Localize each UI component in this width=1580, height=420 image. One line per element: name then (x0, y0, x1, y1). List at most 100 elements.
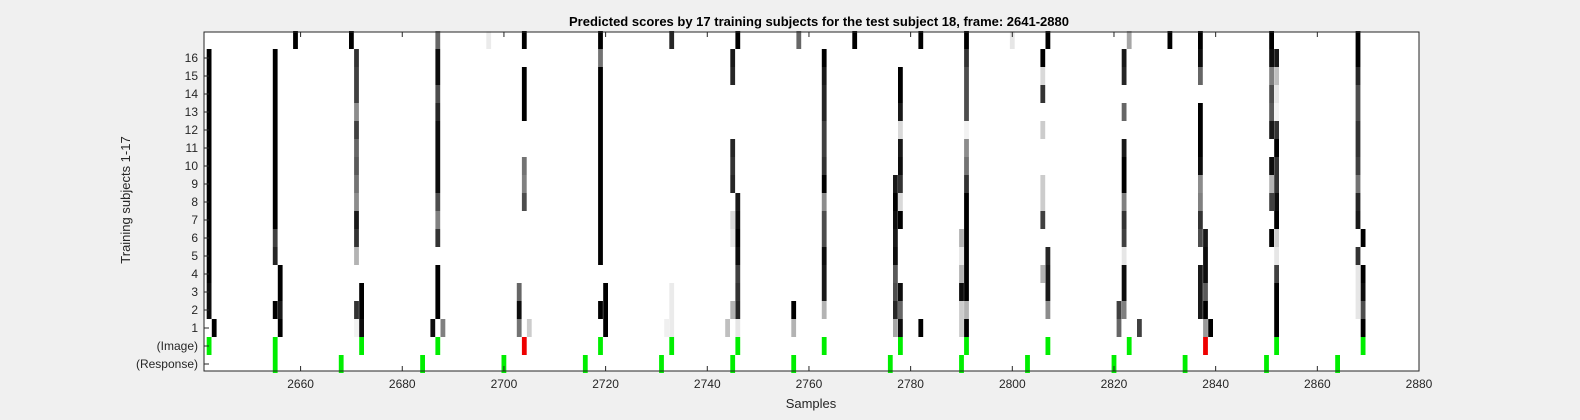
score-cell (206, 193, 212, 211)
image-event-marker (435, 337, 441, 355)
score-cell (1274, 49, 1279, 67)
score-cell (1274, 175, 1279, 193)
score-cell (821, 67, 827, 85)
score-cell (272, 301, 278, 319)
score-cell (1198, 139, 1203, 157)
score-cell (898, 67, 903, 85)
score-cell (821, 157, 827, 175)
score-cell (435, 211, 441, 229)
score-cell (354, 301, 359, 319)
score-cell (1269, 301, 1274, 319)
score-cell (893, 283, 898, 301)
score-cell (898, 157, 903, 175)
score-cell (206, 139, 212, 157)
score-cell (791, 301, 797, 319)
score-cell (598, 139, 603, 157)
score-cell (1121, 301, 1127, 319)
y-tick-label: 8 (191, 195, 198, 209)
score-cell (1355, 211, 1361, 229)
score-cell (1198, 31, 1203, 49)
score-cell (598, 67, 603, 85)
score-cell (1274, 283, 1279, 301)
score-cells (206, 31, 1366, 337)
score-cell (821, 139, 827, 157)
score-cell (898, 265, 903, 283)
response-event-marker (730, 355, 736, 373)
score-cell (1045, 247, 1051, 265)
score-cell (964, 301, 969, 319)
score-cell (516, 319, 522, 337)
score-cell (1121, 67, 1127, 85)
image-event-marker (1045, 337, 1051, 355)
score-cell (1198, 247, 1203, 265)
score-cell (1137, 319, 1142, 337)
score-cell (1040, 49, 1046, 67)
score-cell (669, 319, 675, 337)
response-event-marker (1025, 355, 1030, 373)
score-cell (598, 319, 603, 337)
response-event-marker (1111, 355, 1117, 373)
score-cell (1198, 157, 1203, 175)
score-cell (1040, 283, 1046, 301)
x-tick-label: 2760 (796, 377, 823, 391)
score-cell (272, 283, 278, 301)
score-cell (521, 283, 527, 301)
y-tick-label: 3 (191, 285, 198, 299)
response-event-marker (959, 355, 964, 373)
score-cell (1121, 193, 1127, 211)
score-cell (959, 229, 964, 247)
score-cell (272, 175, 278, 193)
score-cell (964, 319, 969, 337)
score-cell (1040, 121, 1046, 139)
response-event-marker (1264, 355, 1269, 373)
y-tick-label: 9 (191, 177, 198, 191)
score-cell (1121, 157, 1127, 175)
score-cell (893, 265, 898, 283)
score-cell (277, 301, 283, 319)
y-tick-label: 14 (185, 87, 199, 101)
score-cell (821, 211, 827, 229)
score-cell (1355, 193, 1361, 211)
score-cell (730, 175, 736, 193)
response-event-marker (1182, 355, 1188, 373)
score-cell (1360, 265, 1366, 283)
score-cell (964, 265, 969, 283)
score-cell (521, 31, 527, 49)
score-cell (735, 265, 741, 283)
score-cell (435, 157, 441, 175)
score-cell (1274, 247, 1279, 265)
score-cell (1269, 211, 1274, 229)
image-event-marker (206, 337, 212, 355)
score-cell (435, 247, 441, 265)
y-tick-label: 7 (191, 213, 198, 227)
y-tick-label: 15 (185, 69, 199, 83)
score-cell (206, 157, 212, 175)
score-cell (272, 193, 278, 211)
score-cell (1121, 49, 1127, 67)
score-cell (1198, 265, 1203, 283)
score-cell (354, 211, 359, 229)
score-cell (893, 319, 898, 337)
score-cell (821, 103, 827, 121)
score-cell (893, 211, 898, 229)
score-cell (521, 265, 527, 283)
score-cell (1121, 175, 1127, 193)
score-cell (516, 301, 522, 319)
score-cell (354, 319, 359, 337)
score-cell (1040, 229, 1046, 247)
score-cell (1203, 265, 1208, 283)
score-cell (1203, 283, 1208, 301)
score-cell (1040, 85, 1046, 103)
score-cell (1269, 31, 1274, 49)
image-event-marker (669, 337, 675, 355)
score-cell (272, 85, 278, 103)
score-cell (1045, 31, 1051, 49)
score-cell (354, 85, 359, 103)
score-cell (521, 193, 527, 211)
score-cell (435, 193, 441, 211)
x-tick-label: 2820 (1101, 377, 1128, 391)
score-cell (277, 283, 283, 301)
score-cell (1203, 319, 1208, 337)
event-markers (206, 337, 1366, 373)
